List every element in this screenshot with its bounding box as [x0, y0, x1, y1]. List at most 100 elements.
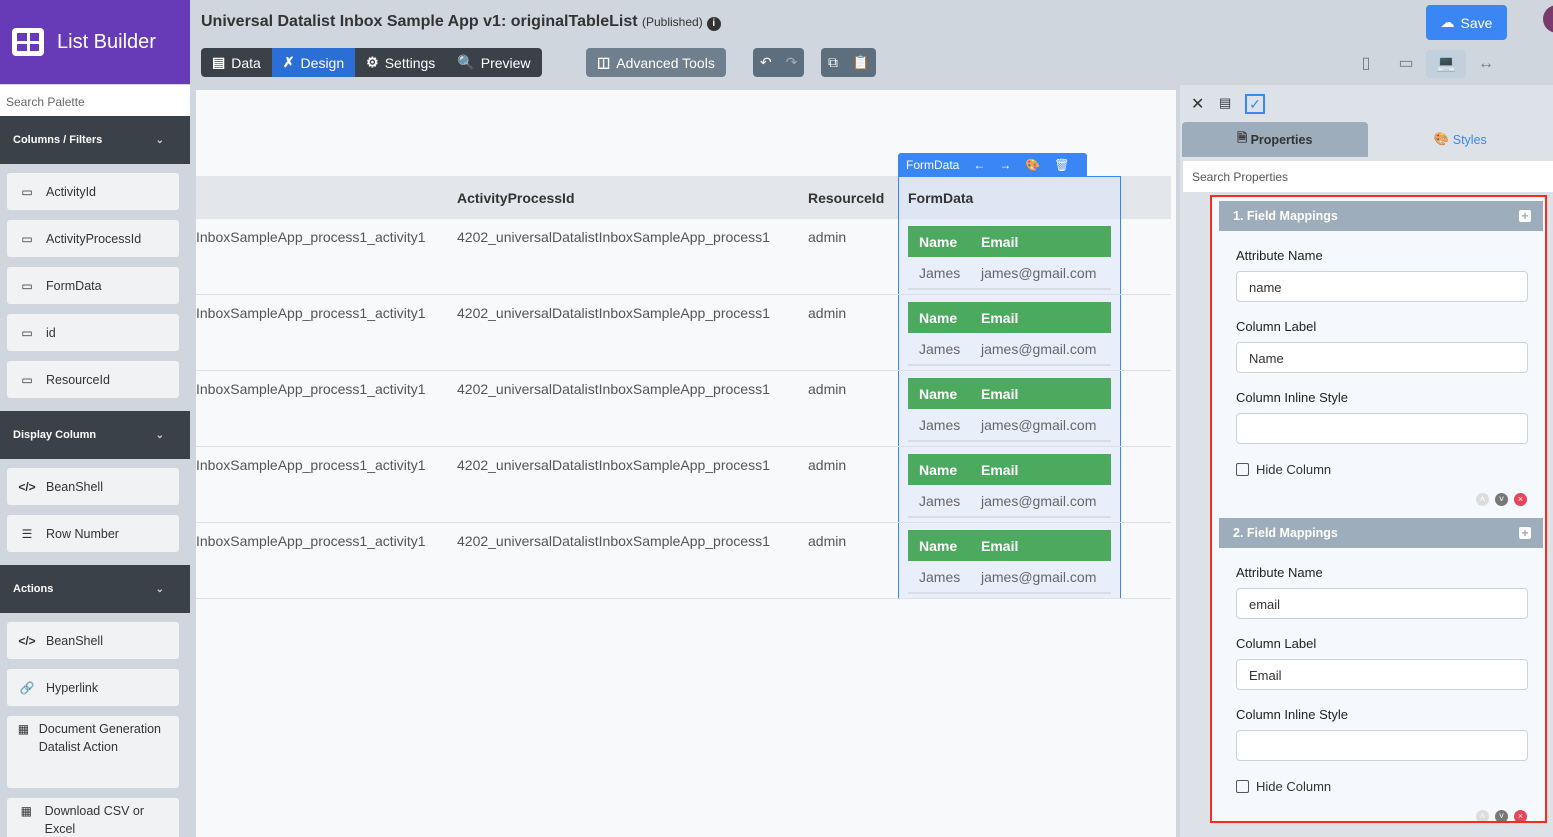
remove-icon[interactable]: ×	[1514, 493, 1527, 506]
cell-name: James	[919, 568, 961, 585]
plus-icon[interactable]: +	[1519, 527, 1531, 539]
code-icon: </>	[18, 633, 36, 648]
search-properties-input[interactable]: Search Properties	[1183, 161, 1553, 192]
drive-icon: ▭	[21, 184, 33, 199]
tab-settings[interactable]: ⚙ Settings	[355, 48, 446, 77]
advanced-tools-button[interactable]: ◫ Advanced Tools	[586, 48, 726, 77]
cell-email: james@gmail.com	[981, 416, 1097, 433]
palette-item[interactable]: </> BeanShell	[7, 622, 179, 659]
chevron-down-icon: ⌄	[155, 429, 164, 441]
move-down-icon[interactable]: ˅	[1495, 493, 1508, 506]
column-header[interactable]: FormData	[908, 190, 974, 206]
plus-icon[interactable]: +	[1519, 210, 1531, 222]
search-palette-input[interactable]: Search Palette	[0, 85, 190, 116]
palette-item[interactable]: ▭ FormData	[7, 267, 179, 304]
checkbox-icon[interactable]: ✓	[1245, 94, 1265, 114]
palette-item[interactable]: 🔗 Hyperlink	[7, 669, 179, 706]
palette-item[interactable]: ☰ Row Number	[7, 515, 179, 552]
column-inline-style-input[interactable]	[1236, 413, 1528, 444]
preview-icon: 🔍	[457, 54, 475, 70]
button-label: Save	[1460, 14, 1493, 31]
toolbox-icon: ◫	[597, 54, 611, 70]
section-title: Display Column	[13, 429, 97, 441]
subheader-name: Name	[919, 233, 958, 250]
subtable-row: James james@gmail.com	[908, 333, 1111, 366]
palette-item[interactable]: ▦ Download CSV or Excel	[7, 798, 179, 837]
section-columns-filters[interactable]: Columns / Filters ⌄	[0, 116, 190, 164]
subheader-name: Name	[919, 309, 958, 326]
desktop-view-icon[interactable]: 💻	[1426, 50, 1466, 78]
subheader-name: Name	[919, 461, 958, 478]
item-label: Document Generation Datalist Action	[38, 722, 162, 754]
cell-activity-id: InboxSampleApp_process1_activity1	[196, 457, 426, 473]
subheader-name: Name	[919, 385, 958, 402]
list-number-icon: ☰	[21, 526, 33, 541]
table-row[interactable]	[196, 523, 1171, 599]
table-row[interactable]	[196, 371, 1171, 447]
attribute-name-input[interactable]: email	[1236, 588, 1528, 619]
palette-item[interactable]: ▭ ActivityProcessId	[7, 220, 179, 257]
title-text: Universal Datalist Inbox Sample App v1: …	[201, 13, 638, 30]
tab-data[interactable]: ▤ Data	[201, 48, 272, 77]
cell-activity-process-id: 4202_universalDatalistInboxSampleApp_pro…	[457, 381, 770, 397]
move-left-icon[interactable]: ←	[973, 157, 986, 172]
full-width-icon[interactable]: ↔	[1478, 55, 1494, 72]
field-mapping-header[interactable]: 2. Field Mappings +	[1219, 518, 1543, 548]
checkbox-label: Hide Column	[1256, 462, 1332, 477]
field-mapping-header[interactable]: 1. Field Mappings +	[1219, 201, 1543, 231]
paste-icon[interactable]: 📋	[852, 54, 870, 70]
info-icon[interactable]: i	[706, 17, 721, 31]
tablet-view-icon[interactable]: ▭	[1398, 55, 1414, 72]
selected-label: FormData	[906, 157, 960, 172]
hide-column-checkbox[interactable]: Hide Column	[1236, 779, 1545, 794]
checkbox-icon[interactable]	[1236, 463, 1249, 476]
tab-styles[interactable]: 🎨 Styles	[1368, 122, 1553, 157]
palette-item[interactable]: ▭ ActivityId	[7, 173, 179, 210]
column-label-input[interactable]: Email	[1236, 659, 1528, 690]
move-down-icon[interactable]: ˅	[1495, 810, 1508, 821]
palette-item[interactable]: ▭ id	[7, 314, 179, 351]
mapping-controls: ˄ ˅ ×	[1212, 810, 1527, 821]
palette-icon[interactable]: 🎨	[1025, 157, 1041, 172]
table-row[interactable]	[196, 295, 1171, 371]
attribute-name-input[interactable]: name	[1236, 271, 1528, 302]
column-header[interactable]: ActivityProcessId	[457, 190, 575, 206]
mobile-view-icon[interactable]: ▯	[1361, 55, 1371, 72]
cell-activity-process-id: 4202_universalDatalistInboxSampleApp_pro…	[457, 229, 770, 245]
cell-activity-process-id: 4202_universalDatalistInboxSampleApp_pro…	[457, 457, 770, 473]
undo-icon[interactable]: ↶	[760, 54, 772, 70]
close-icon[interactable]: ✕	[1191, 96, 1205, 113]
tab-preview[interactable]: 🔍 Preview	[446, 48, 541, 77]
palette-item[interactable]: ▭ ResourceId	[7, 361, 179, 398]
redo-icon[interactable]: ↷	[785, 54, 798, 70]
panel-icon[interactable]: ▤	[1219, 95, 1232, 110]
column-label-input[interactable]: Name	[1236, 342, 1528, 373]
tab-properties[interactable]: 🗎 Properties	[1182, 122, 1368, 157]
cell-email: james@gmail.com	[981, 264, 1097, 281]
app-brand: List Builder	[0, 0, 190, 84]
section-actions[interactable]: Actions ⌄	[0, 565, 190, 613]
move-right-icon[interactable]: →	[999, 157, 1012, 172]
mapping-title: 1. Field Mappings	[1233, 209, 1338, 223]
column-header[interactable]: ResourceId	[808, 190, 885, 206]
cell-resource-id: admin	[808, 305, 847, 321]
palette-item[interactable]: </> BeanShell	[7, 468, 179, 505]
cell-name: James	[919, 340, 961, 357]
move-up-icon[interactable]: ˄	[1476, 493, 1489, 506]
copy-icon[interactable]: ⧉	[828, 54, 838, 70]
save-button[interactable]: ☁ Save	[1426, 5, 1507, 40]
section-display-column[interactable]: Display Column ⌄	[0, 411, 190, 459]
cell-name: James	[919, 264, 961, 281]
hide-column-checkbox[interactable]: Hide Column	[1236, 462, 1545, 477]
checkbox-label: Hide Column	[1256, 779, 1332, 794]
palette-item[interactable]: ▦ Document Generation Datalist Action	[7, 716, 179, 788]
avatar[interactable]	[1543, 5, 1553, 33]
table-row[interactable]	[196, 219, 1171, 295]
tab-design[interactable]: ✗ Design	[271, 48, 356, 77]
column-inline-style-input[interactable]	[1236, 730, 1528, 761]
table-row[interactable]	[196, 447, 1171, 523]
remove-icon[interactable]: ×	[1514, 810, 1527, 821]
checkbox-icon[interactable]	[1236, 780, 1249, 793]
trash-icon[interactable]: 🗑	[1054, 157, 1070, 172]
move-up-icon[interactable]: ˄	[1476, 810, 1489, 821]
